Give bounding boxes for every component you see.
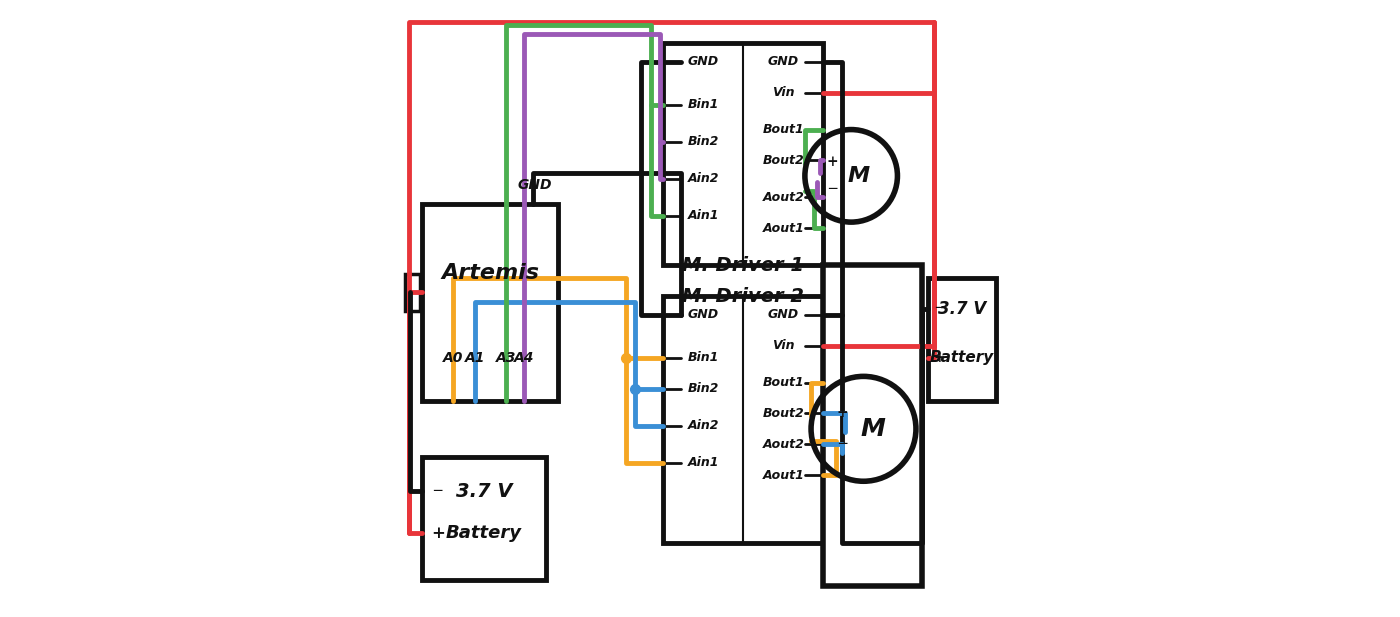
Text: ─: ─ [829,183,837,196]
Text: GND: GND [767,55,799,68]
Text: ─: ─ [434,484,442,498]
Text: Bout1: Bout1 [763,376,804,389]
Text: Ain2: Ain2 [687,419,718,433]
Text: Bin1: Bin1 [687,351,718,365]
Text: M. Driver 2: M. Driver 2 [682,287,804,305]
Text: Ain2: Ain2 [687,172,718,186]
Text: Bin1: Bin1 [687,98,718,112]
Text: +: + [836,407,848,420]
Text: Bout1: Bout1 [763,123,804,136]
FancyBboxPatch shape [823,265,923,586]
Text: Battery: Battery [447,524,522,542]
Text: M. Driver 1: M. Driver 1 [682,256,804,275]
Text: Aout2: Aout2 [763,191,804,204]
Text: A4: A4 [514,351,535,365]
Text: Bout2: Bout2 [763,407,804,420]
Text: Bin2: Bin2 [687,382,718,395]
Text: Bout2: Bout2 [763,154,804,167]
FancyBboxPatch shape [423,204,559,401]
Text: GND: GND [687,55,718,68]
Text: 3.7 V: 3.7 V [938,299,987,318]
Text: M: M [861,417,885,441]
Text: +: + [827,155,839,169]
FancyBboxPatch shape [928,278,997,401]
Text: Aout2: Aout2 [763,437,804,451]
Text: A0: A0 [442,351,463,365]
Text: A1: A1 [465,351,484,365]
Text: +: + [934,351,945,365]
Text: Vin: Vin [771,86,795,99]
Text: ─: ─ [837,437,846,451]
FancyBboxPatch shape [423,457,546,580]
Text: Bin2: Bin2 [687,135,718,149]
FancyBboxPatch shape [664,43,823,265]
Text: Artemis: Artemis [441,263,539,283]
Text: Battery: Battery [930,350,994,365]
FancyBboxPatch shape [405,274,420,311]
Text: GND: GND [767,308,799,321]
Text: GND: GND [687,308,718,321]
Text: A3: A3 [496,351,515,365]
Text: 3.7 V: 3.7 V [456,482,512,500]
Text: Ain1: Ain1 [687,456,718,470]
Text: ─: ─ [935,302,944,315]
Text: Aout1: Aout1 [763,222,804,235]
Text: Vin: Vin [771,339,795,352]
Text: Ain1: Ain1 [687,209,718,223]
Text: M: M [847,166,869,186]
Text: Aout1: Aout1 [763,468,804,482]
FancyBboxPatch shape [664,296,823,543]
Text: GND: GND [518,178,552,192]
Text: +: + [431,524,445,542]
